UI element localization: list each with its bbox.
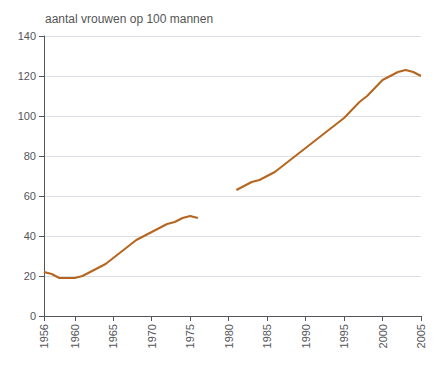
svg-text:0: 0 — [30, 310, 36, 322]
svg-text:2000: 2000 — [377, 324, 389, 348]
svg-text:1956: 1956 — [38, 324, 50, 348]
svg-text:80: 80 — [24, 150, 36, 162]
svg-text:1990: 1990 — [300, 324, 312, 348]
svg-text:40: 40 — [24, 230, 36, 242]
svg-text:1995: 1995 — [338, 324, 350, 348]
svg-text:1965: 1965 — [107, 324, 119, 348]
svg-text:20: 20 — [24, 270, 36, 282]
svg-text:aantal vrouwen op 100 mannen: aantal vrouwen op 100 mannen — [45, 12, 213, 26]
svg-text:60: 60 — [24, 190, 36, 202]
svg-text:2005: 2005 — [415, 324, 427, 348]
svg-text:140: 140 — [18, 30, 36, 42]
svg-text:100: 100 — [18, 110, 36, 122]
svg-text:120: 120 — [18, 70, 36, 82]
svg-text:1975: 1975 — [184, 324, 196, 348]
svg-text:1980: 1980 — [223, 324, 235, 348]
svg-text:1985: 1985 — [261, 324, 273, 348]
svg-text:1960: 1960 — [69, 324, 81, 348]
svg-text:1970: 1970 — [146, 324, 158, 348]
